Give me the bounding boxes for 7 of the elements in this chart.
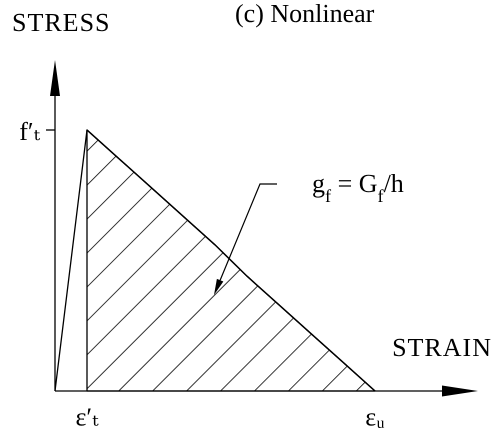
y-axis-title: STRESS: [12, 8, 110, 37]
x-tick-label: εᵤ: [365, 402, 385, 432]
x-axis-title: STRAIN: [392, 333, 492, 362]
text: f′ₜ: [19, 117, 41, 146]
annotation: g$_{f}$ = G$_{f}$/h: [312, 169, 404, 206]
x-tick-label: ε′ₜ: [75, 402, 100, 432]
chart-title: (c) Nonlinear: [235, 0, 375, 28]
